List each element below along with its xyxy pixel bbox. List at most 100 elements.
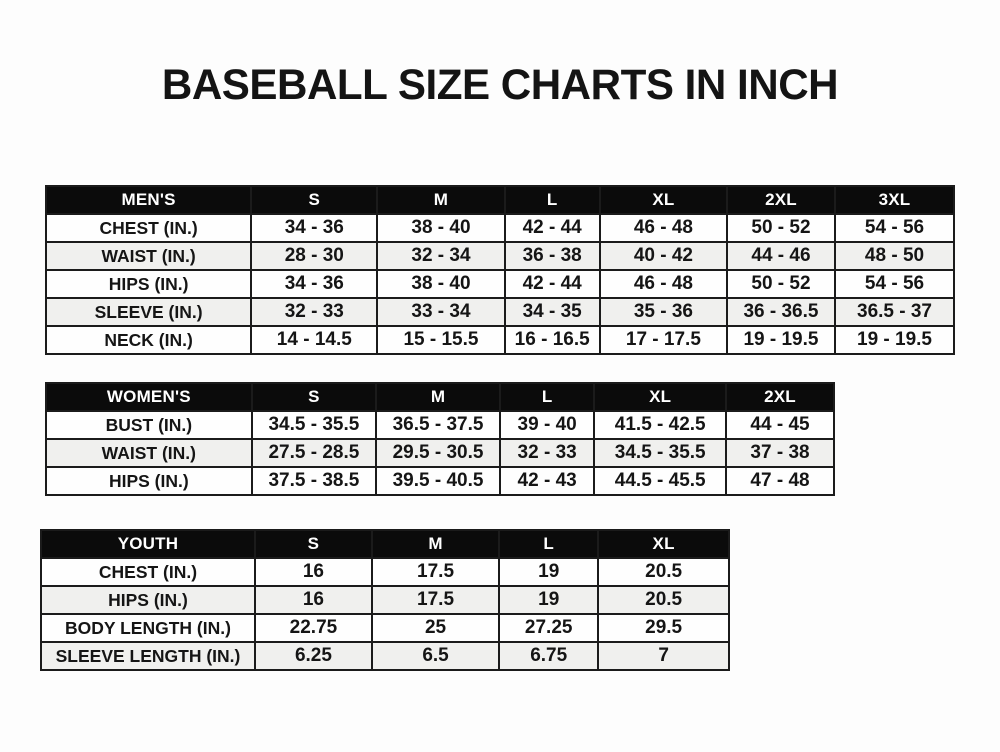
size-cell: 48 - 50 bbox=[834, 241, 955, 271]
row-label: SLEEVE LENGTH (IN.) bbox=[40, 641, 256, 671]
youth-size-table: YOUTH S M L XL CHEST (IN.) 16 17.5 19 20.5 HIPS (I… bbox=[40, 529, 730, 671]
table-row: CHEST (IN.) 34 - 36 38 - 40 42 - 44 46 - 48 5… bbox=[44, 213, 955, 243]
size-cell: 34 - 36 bbox=[250, 269, 379, 299]
column-header: 2XL bbox=[725, 382, 835, 412]
size-cell: 47 - 48 bbox=[725, 466, 835, 496]
row-label: WAIST (IN.) bbox=[45, 438, 253, 468]
size-cell: 22.75 bbox=[253, 613, 373, 643]
size-cell: 44.5 - 45.5 bbox=[593, 466, 727, 496]
size-cell: 17 - 17.5 bbox=[598, 325, 728, 355]
column-header: L bbox=[498, 382, 596, 412]
column-header: S bbox=[253, 529, 373, 559]
column-header: XL bbox=[593, 382, 727, 412]
size-cell: 20.5 bbox=[597, 557, 730, 587]
size-cell: 27.5 - 28.5 bbox=[250, 438, 378, 468]
size-cell: 32 - 34 bbox=[376, 241, 506, 271]
size-cell: 39.5 - 40.5 bbox=[375, 466, 501, 496]
size-cell: 25 bbox=[370, 613, 501, 643]
row-label: HIPS (IN.) bbox=[45, 466, 253, 496]
row-label: CHEST (IN.) bbox=[44, 213, 253, 243]
size-cell: 42 - 44 bbox=[503, 269, 601, 299]
row-label: CHEST (IN.) bbox=[40, 557, 256, 587]
size-cell: 41.5 - 42.5 bbox=[593, 410, 727, 440]
size-cell: 6.5 bbox=[370, 641, 501, 671]
size-cell: 36.5 - 37.5 bbox=[375, 410, 501, 440]
table-row: CHEST (IN.) 16 17.5 19 20.5 bbox=[40, 557, 730, 587]
column-header: 3XL bbox=[834, 185, 955, 215]
row-label: HIPS (IN.) bbox=[44, 269, 253, 299]
size-cell: 32 - 33 bbox=[498, 438, 596, 468]
size-cell: 17.5 bbox=[370, 557, 501, 587]
table-row: SLEEVE (IN.) 32 - 33 33 - 34 34 - 35 35 - 36… bbox=[44, 297, 955, 327]
column-header: 2XL bbox=[725, 185, 837, 215]
header-row: YOUTH S M L XL bbox=[40, 529, 730, 559]
column-header: M bbox=[370, 529, 501, 559]
size-cell: 29.5 - 30.5 bbox=[375, 438, 501, 468]
size-cell: 40 - 42 bbox=[598, 241, 728, 271]
column-header: S bbox=[250, 185, 379, 215]
column-header: L bbox=[503, 185, 601, 215]
size-cell: 37 - 38 bbox=[725, 438, 835, 468]
size-cell: 44 - 46 bbox=[725, 241, 837, 271]
size-cell: 17.5 bbox=[370, 585, 501, 615]
size-cell: 16 bbox=[253, 557, 373, 587]
column-header: M bbox=[376, 185, 506, 215]
size-cell: 38 - 40 bbox=[376, 269, 506, 299]
size-cell: 42 - 44 bbox=[503, 213, 601, 243]
table-row: NECK (IN.) 14 - 14.5 15 - 15.5 16 - 16.5 17 … bbox=[44, 325, 955, 355]
row-label: SLEEVE (IN.) bbox=[44, 297, 253, 327]
table-row: SLEEVE LENGTH (IN.) 6.25 6.5 6.75 7 bbox=[40, 641, 730, 671]
mens-size-table: MEN'S S M L XL 2XL 3XL CHEST (IN.) 34 - 36 38 - 4… bbox=[44, 185, 955, 355]
size-cell: 38 - 40 bbox=[376, 213, 506, 243]
size-cell: 16 bbox=[253, 585, 373, 615]
column-header: S bbox=[250, 382, 378, 412]
size-cell: 54 - 56 bbox=[834, 213, 955, 243]
page-title: BASEBALL SIZE CHARTS IN INCH bbox=[161, 61, 839, 109]
size-cell: 50 - 52 bbox=[725, 213, 837, 243]
size-cell: 34.5 - 35.5 bbox=[593, 438, 727, 468]
size-cell: 46 - 48 bbox=[598, 269, 728, 299]
row-label: WAIST (IN.) bbox=[44, 241, 253, 271]
size-cell: 7 bbox=[597, 641, 730, 671]
size-cell: 27.25 bbox=[498, 613, 600, 643]
row-label: HIPS (IN.) bbox=[40, 585, 256, 615]
size-cell: 37.5 - 38.5 bbox=[250, 466, 378, 496]
table-title-cell: WOMEN'S bbox=[45, 382, 253, 412]
header-row: WOMEN'S S M L XL 2XL bbox=[45, 382, 835, 412]
womens-size-table: WOMEN'S S M L XL 2XL BUST (IN.) 34.5 - 35.5 36.5… bbox=[45, 382, 835, 496]
table-row: HIPS (IN.) 16 17.5 19 20.5 bbox=[40, 585, 730, 615]
size-cell: 50 - 52 bbox=[725, 269, 837, 299]
row-label: NECK (IN.) bbox=[44, 325, 253, 355]
size-cell: 15 - 15.5 bbox=[376, 325, 506, 355]
column-header: L bbox=[498, 529, 600, 559]
size-cell: 46 - 48 bbox=[598, 213, 728, 243]
table-title-cell: MEN'S bbox=[44, 185, 253, 215]
size-cell: 35 - 36 bbox=[598, 297, 728, 327]
table-row: BUST (IN.) 34.5 - 35.5 36.5 - 37.5 39 - 40 4… bbox=[45, 410, 835, 440]
size-cell: 39 - 40 bbox=[498, 410, 596, 440]
header-row: MEN'S S M L XL 2XL 3XL bbox=[44, 185, 955, 215]
table-row: BODY LENGTH (IN.) 22.75 25 27.25 29.5 bbox=[40, 613, 730, 643]
size-cell: 33 - 34 bbox=[376, 297, 506, 327]
table-row: HIPS (IN.) 34 - 36 38 - 40 42 - 44 46 - 48 50… bbox=[44, 269, 955, 299]
size-cell: 34 - 36 bbox=[250, 213, 379, 243]
row-label: BODY LENGTH (IN.) bbox=[40, 613, 256, 643]
size-cell: 16 - 16.5 bbox=[503, 325, 601, 355]
table-row: WAIST (IN.) 27.5 - 28.5 29.5 - 30.5 32 - 33… bbox=[45, 438, 835, 468]
size-cell: 19 - 19.5 bbox=[725, 325, 837, 355]
column-header: XL bbox=[597, 529, 730, 559]
table-title-cell: YOUTH bbox=[40, 529, 256, 559]
size-cell: 19 bbox=[498, 557, 600, 587]
size-cell: 34.5 - 35.5 bbox=[250, 410, 378, 440]
size-cell: 32 - 33 bbox=[250, 297, 379, 327]
size-cell: 6.25 bbox=[253, 641, 373, 671]
column-header: XL bbox=[598, 185, 728, 215]
size-cell: 19 - 19.5 bbox=[834, 325, 955, 355]
size-cell: 14 - 14.5 bbox=[250, 325, 379, 355]
table-row: HIPS (IN.) 37.5 - 38.5 39.5 - 40.5 42 - 43 4… bbox=[45, 466, 835, 496]
size-cell: 29.5 bbox=[597, 613, 730, 643]
size-cell: 36.5 - 37 bbox=[834, 297, 955, 327]
row-label: BUST (IN.) bbox=[45, 410, 253, 440]
size-cell: 42 - 43 bbox=[498, 466, 596, 496]
